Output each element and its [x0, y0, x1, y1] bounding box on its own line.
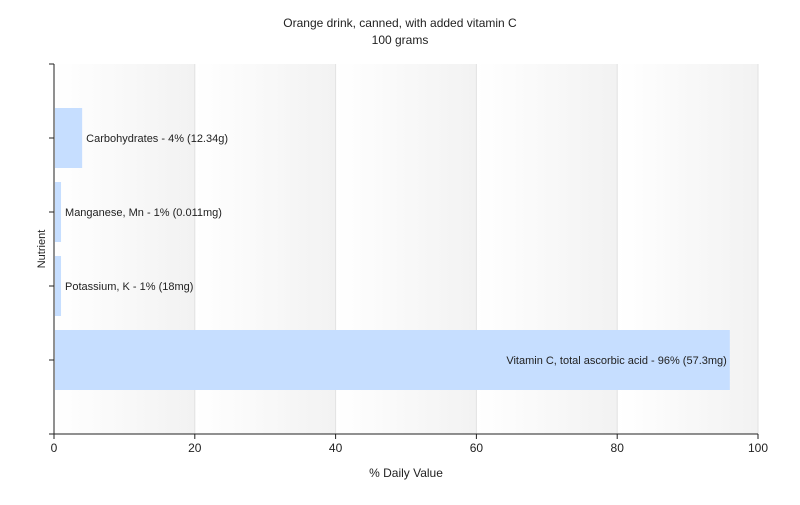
x-tick-label: 80 [611, 441, 625, 455]
data-labels: Carbohydrates - 4% (12.34g) Manganese, Mn… [65, 133, 727, 367]
data-label: Vitamin C, total ascorbic acid - 96% (57… [506, 355, 727, 367]
data-label: Manganese, Mn - 1% (0.011mg) [65, 207, 222, 219]
data-label: Potassium, K - 1% (18mg) [65, 281, 193, 293]
bar [55, 108, 83, 168]
data-label: Carbohydrates - 4% (12.34g) [86, 133, 228, 145]
y-axis-label: Nutrient [36, 230, 48, 269]
bar [55, 256, 62, 316]
axes: 0 20 40 60 80 100 [49, 63, 768, 455]
x-tick-label: 0 [51, 441, 58, 455]
bars [55, 108, 730, 390]
x-tick-label: 100 [748, 441, 768, 455]
x-axis-label: % Daily Value [369, 466, 443, 480]
x-tick-label: 40 [329, 441, 343, 455]
x-tick-label: 60 [470, 441, 484, 455]
bar [55, 182, 62, 242]
chart-title: Orange drink, canned, with added vitamin… [283, 16, 517, 30]
bar [55, 330, 730, 390]
chart-subtitle: 100 grams [372, 33, 429, 47]
x-tick-label: 20 [188, 441, 202, 455]
